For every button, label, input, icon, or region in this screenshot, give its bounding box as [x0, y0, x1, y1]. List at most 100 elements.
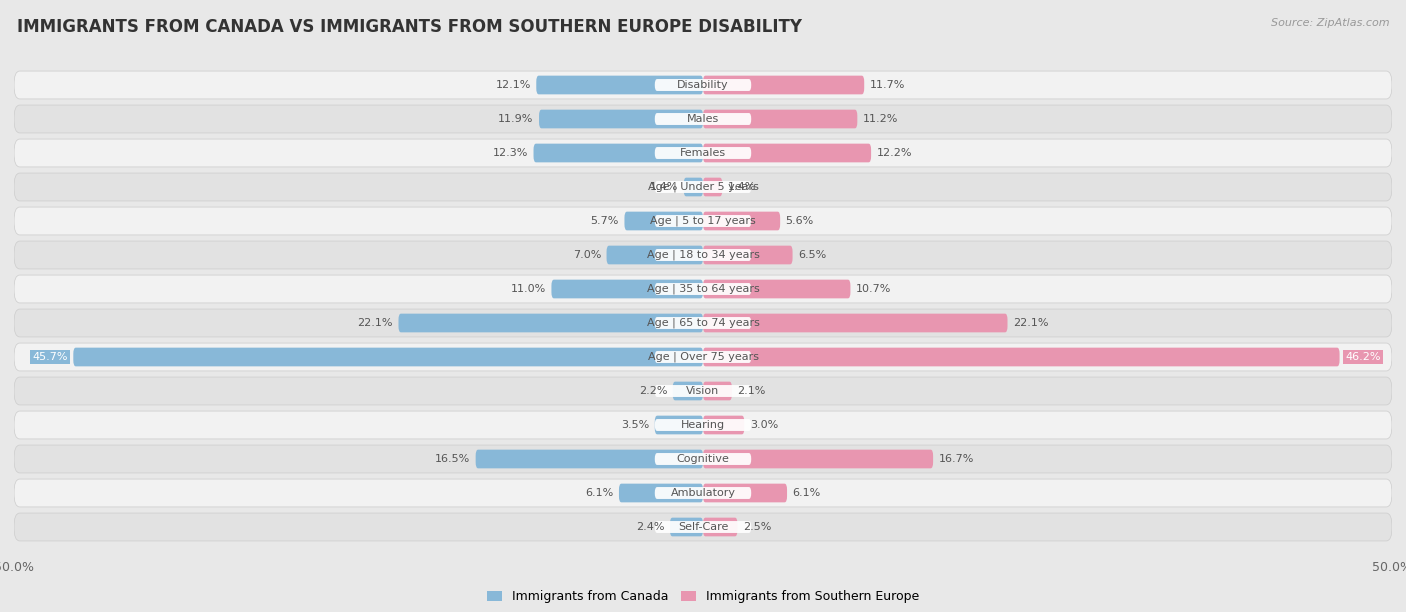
Text: 3.5%: 3.5% [621, 420, 650, 430]
FancyBboxPatch shape [703, 144, 872, 162]
Text: 10.7%: 10.7% [856, 284, 891, 294]
Text: Vision: Vision [686, 386, 720, 396]
Text: Age | 65 to 74 years: Age | 65 to 74 years [647, 318, 759, 328]
FancyBboxPatch shape [655, 416, 703, 435]
Text: 1.4%: 1.4% [728, 182, 756, 192]
FancyBboxPatch shape [14, 479, 1392, 507]
FancyBboxPatch shape [619, 483, 703, 502]
Text: 12.2%: 12.2% [876, 148, 912, 158]
Text: 46.2%: 46.2% [1346, 352, 1381, 362]
Text: Age | Over 75 years: Age | Over 75 years [648, 352, 758, 362]
Text: 5.7%: 5.7% [591, 216, 619, 226]
Text: 2.4%: 2.4% [636, 522, 665, 532]
FancyBboxPatch shape [655, 521, 751, 533]
Text: 45.7%: 45.7% [32, 352, 67, 362]
Text: 2.2%: 2.2% [638, 386, 668, 396]
Text: 5.6%: 5.6% [786, 216, 814, 226]
Legend: Immigrants from Canada, Immigrants from Southern Europe: Immigrants from Canada, Immigrants from … [482, 585, 924, 608]
FancyBboxPatch shape [536, 76, 703, 94]
Text: IMMIGRANTS FROM CANADA VS IMMIGRANTS FROM SOUTHERN EUROPE DISABILITY: IMMIGRANTS FROM CANADA VS IMMIGRANTS FRO… [17, 18, 801, 36]
FancyBboxPatch shape [624, 212, 703, 230]
FancyBboxPatch shape [703, 313, 1008, 332]
FancyBboxPatch shape [703, 518, 738, 536]
Text: 7.0%: 7.0% [572, 250, 600, 260]
FancyBboxPatch shape [703, 483, 787, 502]
Text: 3.0%: 3.0% [749, 420, 778, 430]
Text: Males: Males [688, 114, 718, 124]
FancyBboxPatch shape [655, 249, 751, 261]
Text: Disability: Disability [678, 80, 728, 90]
Text: 11.9%: 11.9% [498, 114, 533, 124]
FancyBboxPatch shape [669, 518, 703, 536]
Text: 22.1%: 22.1% [357, 318, 392, 328]
FancyBboxPatch shape [703, 348, 1340, 367]
Text: 12.3%: 12.3% [492, 148, 529, 158]
Text: Ambulatory: Ambulatory [671, 488, 735, 498]
Text: Cognitive: Cognitive [676, 454, 730, 464]
FancyBboxPatch shape [14, 71, 1392, 99]
Text: 2.5%: 2.5% [742, 522, 772, 532]
Text: 46.2%: 46.2% [1346, 352, 1381, 362]
FancyBboxPatch shape [606, 245, 703, 264]
Text: Age | Under 5 years: Age | Under 5 years [648, 182, 758, 192]
FancyBboxPatch shape [703, 110, 858, 129]
Text: 2.1%: 2.1% [738, 386, 766, 396]
FancyBboxPatch shape [672, 382, 703, 400]
FancyBboxPatch shape [655, 215, 751, 227]
FancyBboxPatch shape [538, 110, 703, 129]
Text: 6.1%: 6.1% [793, 488, 821, 498]
FancyBboxPatch shape [655, 147, 751, 159]
FancyBboxPatch shape [14, 105, 1392, 133]
Text: Females: Females [681, 148, 725, 158]
FancyBboxPatch shape [14, 445, 1392, 473]
FancyBboxPatch shape [703, 245, 793, 264]
FancyBboxPatch shape [655, 113, 751, 125]
Text: 11.2%: 11.2% [863, 114, 898, 124]
Text: Age | 18 to 34 years: Age | 18 to 34 years [647, 250, 759, 260]
FancyBboxPatch shape [14, 241, 1392, 269]
FancyBboxPatch shape [73, 348, 703, 367]
FancyBboxPatch shape [703, 76, 865, 94]
FancyBboxPatch shape [703, 212, 780, 230]
FancyBboxPatch shape [703, 450, 934, 468]
Text: Self-Care: Self-Care [678, 522, 728, 532]
FancyBboxPatch shape [14, 309, 1392, 337]
Text: 6.5%: 6.5% [799, 250, 827, 260]
FancyBboxPatch shape [14, 513, 1392, 541]
FancyBboxPatch shape [475, 450, 703, 468]
Text: 1.4%: 1.4% [650, 182, 678, 192]
FancyBboxPatch shape [14, 343, 1392, 371]
FancyBboxPatch shape [14, 411, 1392, 439]
FancyBboxPatch shape [703, 280, 851, 298]
FancyBboxPatch shape [533, 144, 703, 162]
FancyBboxPatch shape [655, 283, 751, 295]
Text: Age | 5 to 17 years: Age | 5 to 17 years [650, 216, 756, 226]
Text: 45.7%: 45.7% [32, 352, 67, 362]
FancyBboxPatch shape [551, 280, 703, 298]
FancyBboxPatch shape [655, 351, 751, 363]
Text: Hearing: Hearing [681, 420, 725, 430]
Text: Age | 35 to 64 years: Age | 35 to 64 years [647, 284, 759, 294]
FancyBboxPatch shape [655, 487, 751, 499]
Text: 6.1%: 6.1% [585, 488, 613, 498]
Text: 16.5%: 16.5% [434, 454, 470, 464]
FancyBboxPatch shape [655, 79, 751, 91]
FancyBboxPatch shape [14, 377, 1392, 405]
FancyBboxPatch shape [398, 313, 703, 332]
FancyBboxPatch shape [683, 177, 703, 196]
FancyBboxPatch shape [703, 382, 733, 400]
Text: 12.1%: 12.1% [495, 80, 531, 90]
FancyBboxPatch shape [655, 453, 751, 465]
Text: 11.7%: 11.7% [870, 80, 905, 90]
FancyBboxPatch shape [655, 419, 751, 431]
FancyBboxPatch shape [14, 173, 1392, 201]
FancyBboxPatch shape [703, 177, 723, 196]
Text: 11.0%: 11.0% [510, 284, 546, 294]
Text: 22.1%: 22.1% [1012, 318, 1049, 328]
FancyBboxPatch shape [703, 416, 744, 435]
Text: 16.7%: 16.7% [939, 454, 974, 464]
FancyBboxPatch shape [655, 317, 751, 329]
Text: Source: ZipAtlas.com: Source: ZipAtlas.com [1271, 18, 1389, 28]
FancyBboxPatch shape [655, 181, 751, 193]
FancyBboxPatch shape [14, 275, 1392, 303]
